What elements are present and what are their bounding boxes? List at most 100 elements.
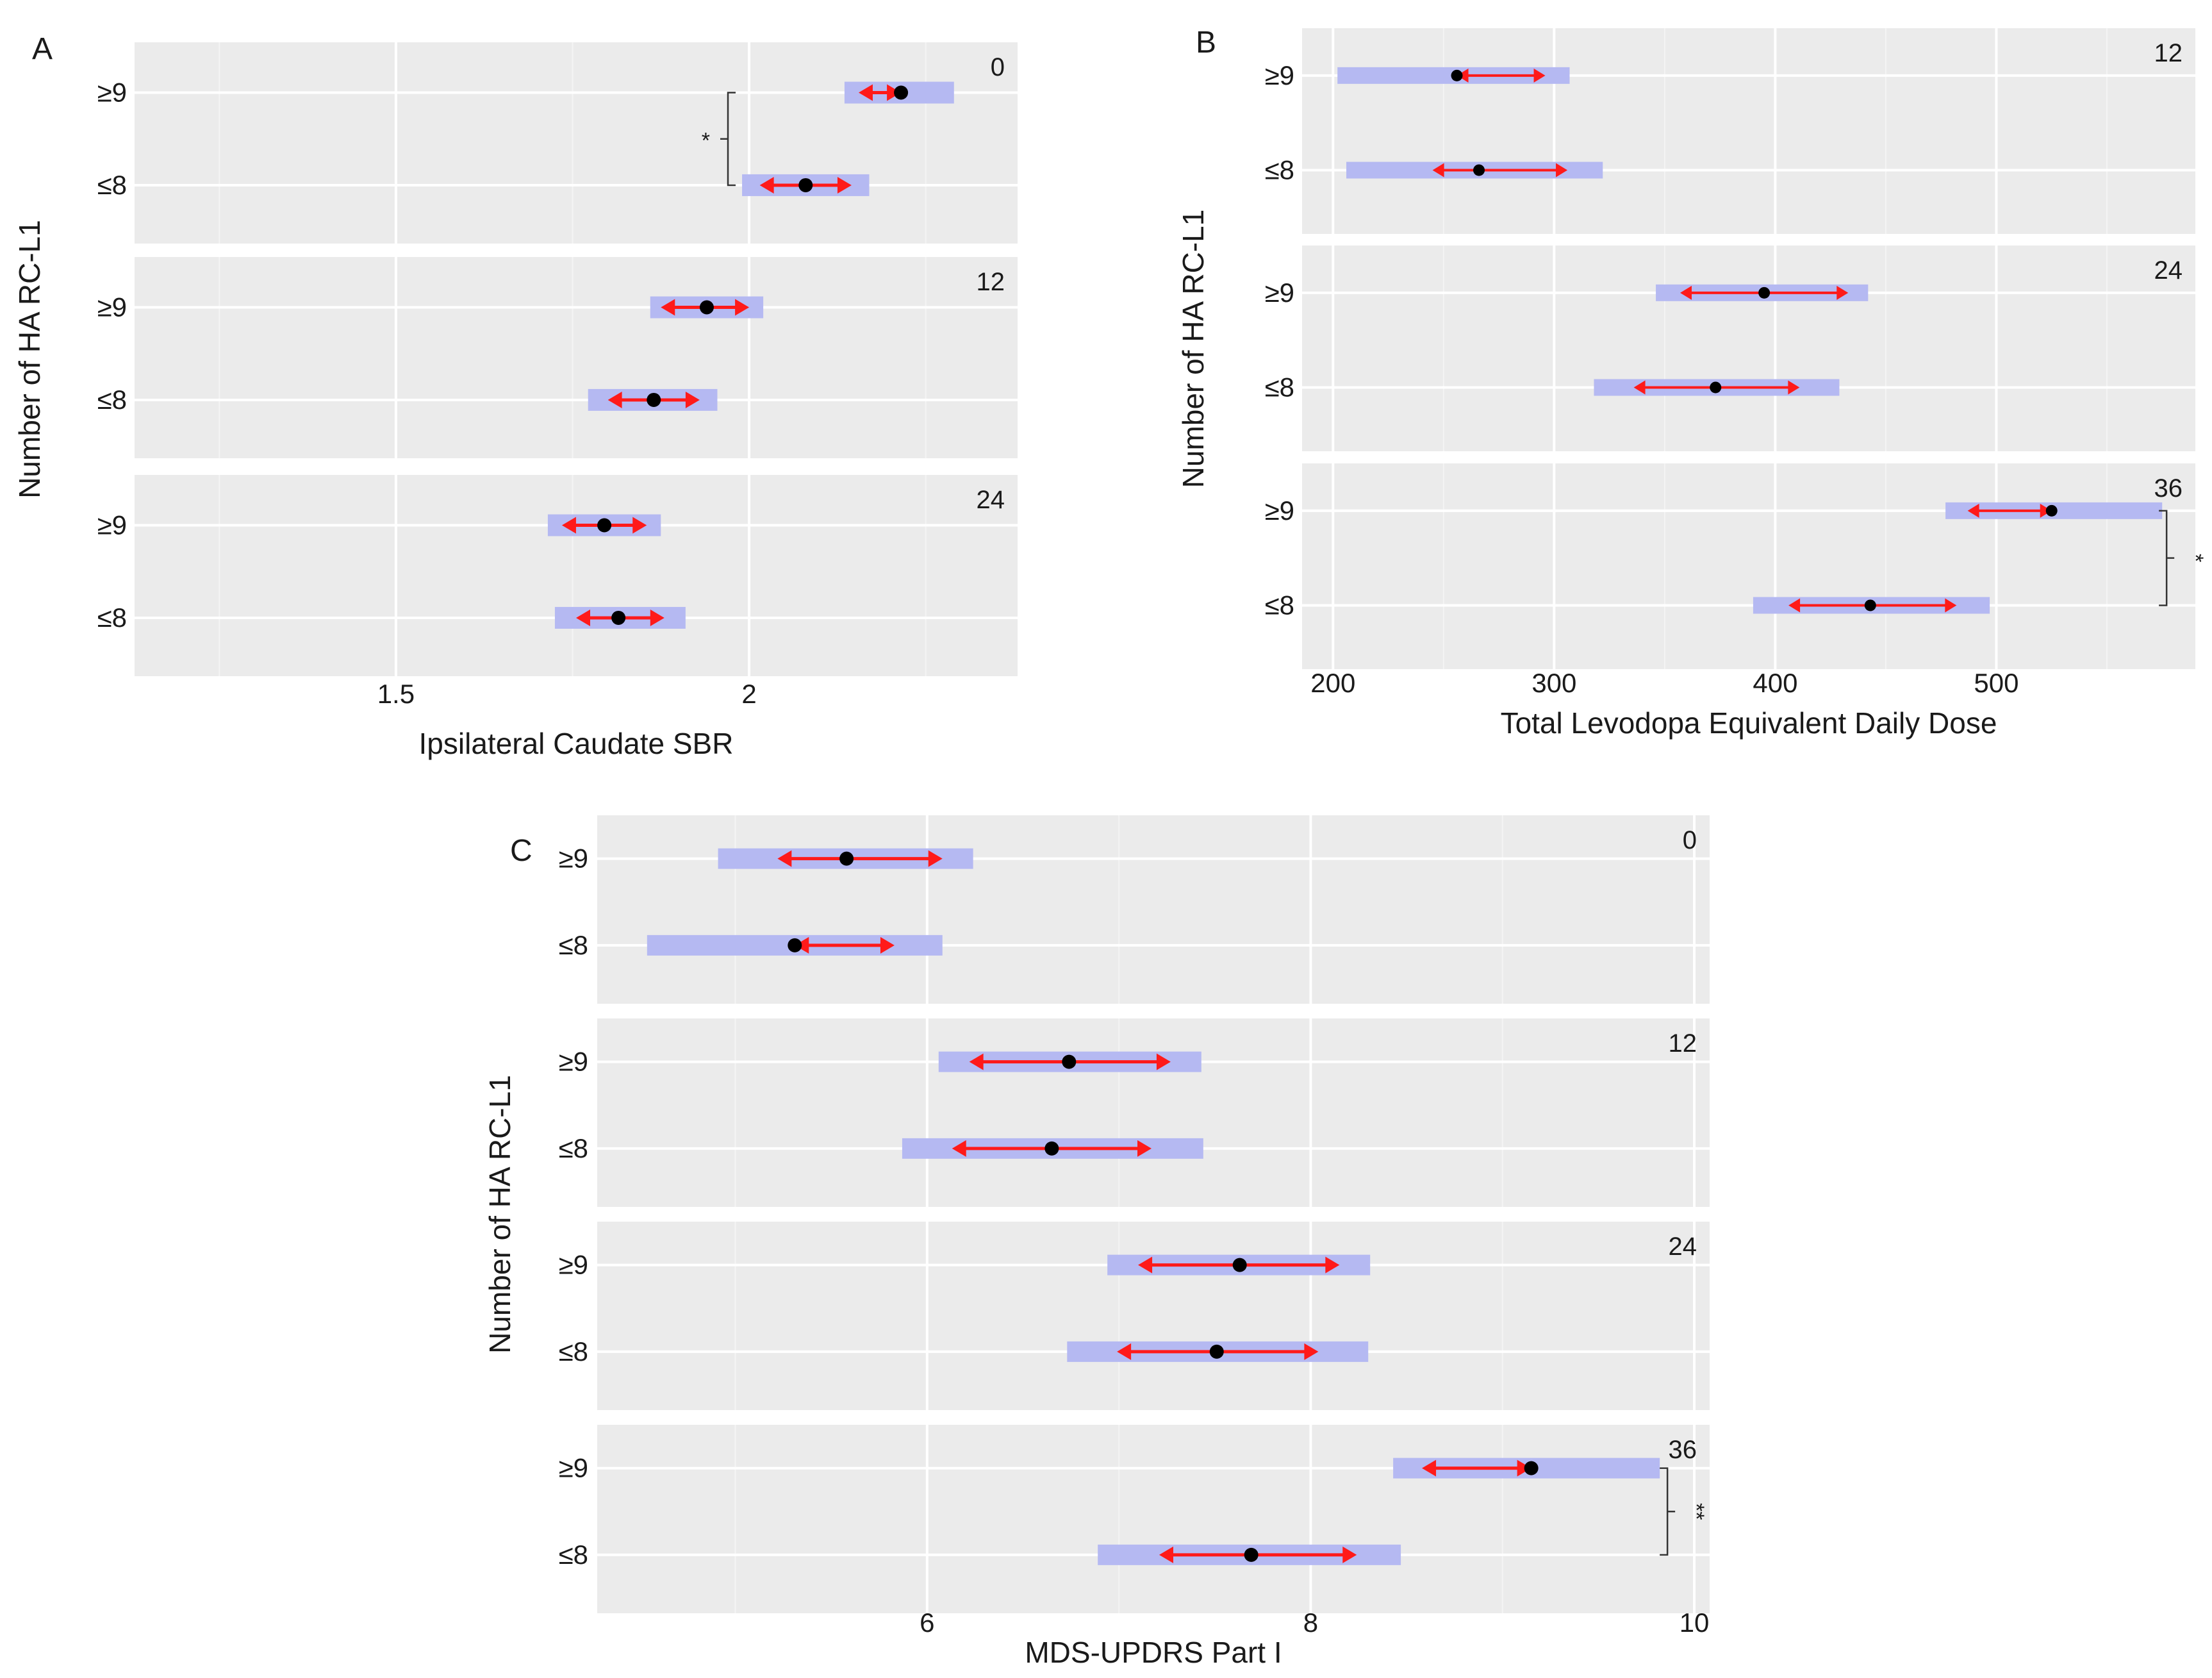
x-tick-label: 300 [1531, 668, 1576, 698]
facet-background [1302, 28, 2195, 234]
category-tick-label: ≤8 [1265, 372, 1294, 402]
bracket-line [2159, 510, 2175, 606]
facet-36: 36 ≥9 ≤8 ** [559, 1425, 1710, 1613]
error-arrow-head-right [1533, 68, 1546, 83]
x-axis-label: Ipsilateral Caudate SBR [419, 727, 734, 760]
facet-label: 0 [1683, 826, 1697, 854]
x-tick-label: 1.5 [377, 679, 415, 709]
facet-background [597, 1425, 1710, 1613]
error-arrow-head-right [632, 517, 647, 534]
category-tick-label: ≥9 [1265, 278, 1294, 308]
x-tick-label: 400 [1753, 668, 1797, 698]
estimate-row [1753, 597, 1990, 614]
category-tick-label: ≤8 [97, 170, 127, 200]
facet-12: 12 ≥9 ≤8 [559, 1018, 1710, 1207]
facet-label: 36 [1669, 1436, 1697, 1464]
error-arrow-head-right [1945, 598, 1957, 613]
category-tick-label: ≤8 [559, 1540, 588, 1570]
category-tick-label: ≥9 [97, 292, 127, 322]
category-tick-label: ≥9 [559, 1250, 588, 1280]
estimate-row [1594, 379, 1840, 396]
error-arrow-head-right [1342, 1546, 1357, 1563]
category-tick-label: ≥9 [559, 1047, 588, 1077]
chart-c: 0 ≥9 ≤8 12 ≥9 ≤8 24 ≥9 ≤8 36 ≥9 ≤8 ** 6 8 10 MDS-UPDRS P… [483, 815, 1710, 1669]
facet-12: 12 ≥9 ≤8 [97, 257, 1018, 458]
error-arrow-head-left [1432, 163, 1444, 178]
bracket-line [1660, 1467, 1676, 1556]
error-arrow-head-right [1836, 285, 1849, 300]
chart-b: 12 ≥9 ≤8 24 ≥9 ≤8 36 ≥9 ≤8 * 200 300 400 500 Total Lev… [1176, 26, 2208, 740]
error-arrow-head-left [661, 299, 675, 316]
facet-24: 24 ≥9 ≤8 [559, 1222, 1710, 1410]
error-arrow-head-left [1967, 503, 1979, 518]
mean-point [894, 85, 909, 100]
facet-label: 24 [2154, 256, 2183, 285]
category-tick-label: ≤8 [559, 1133, 588, 1163]
estimate-row [1656, 284, 1869, 301]
facet-label: 12 [1669, 1029, 1697, 1058]
mean-point [1864, 599, 1876, 611]
error-arrow-head-right [1156, 1053, 1171, 1070]
x-tick-label: 2 [741, 679, 756, 709]
mean-point [1209, 1344, 1224, 1359]
error-arrow-head-left [607, 391, 622, 408]
category-tick-label: ≥9 [559, 1453, 588, 1483]
error-arrow-head-left [858, 84, 873, 101]
category-tick-label: ≤8 [559, 1336, 588, 1366]
significance-bracket: * [702, 92, 736, 187]
category-tick-label: ≥9 [1265, 60, 1294, 90]
panel-label: C [510, 834, 532, 868]
error-arrow-head-right [1304, 1343, 1319, 1360]
facet-background [597, 815, 1710, 1004]
error-arrow-head-left [1788, 598, 1801, 613]
estimate-row [718, 848, 973, 869]
error-arrow-head-left [1633, 380, 1646, 395]
error-arrow-head-right [1325, 1256, 1340, 1274]
mean-point [839, 851, 854, 866]
estimate-row [1346, 162, 1603, 179]
error-arrow-head-right [650, 609, 664, 626]
estimate-row [1098, 1544, 1401, 1565]
y-axis-label: Number of HA RC-L1 [13, 220, 46, 499]
facet-36: 36 ≥9 ≤8 * [1265, 463, 2208, 669]
facet-label: 0 [991, 53, 1005, 81]
mean-point [1244, 1547, 1259, 1562]
error-arrow-head-left [561, 517, 576, 534]
error-arrow-head-left [952, 1140, 966, 1157]
x-tick-label: 8 [1303, 1607, 1318, 1638]
error-arrow-head-left [777, 850, 792, 867]
significance-bracket: * [2159, 510, 2208, 606]
mean-point [1451, 69, 1463, 81]
error-arrow-head-right [928, 850, 943, 867]
category-tick-label: ≥9 [559, 843, 588, 874]
facet-label: 36 [2154, 474, 2183, 503]
error-arrow-head-left [1422, 1459, 1437, 1477]
mean-point [1044, 1141, 1059, 1156]
estimate-row [1067, 1341, 1369, 1362]
estimate-row [1945, 502, 2163, 519]
estimate-row [1393, 1458, 1660, 1479]
facet-24: 24 ≥9 ≤8 [1265, 245, 2195, 451]
x-tick-label: 10 [1680, 1607, 1710, 1638]
error-arrow-head-right [1788, 380, 1800, 395]
y-axis-label: Number of HA RC-L1 [1176, 210, 1210, 488]
estimate-row [650, 296, 764, 319]
error-arrow-head-right [1556, 163, 1568, 178]
error-arrow-head-left [1159, 1546, 1173, 1563]
mean-point [699, 300, 714, 315]
category-tick-label: ≤8 [1265, 154, 1294, 185]
x-axis-label: MDS-UPDRS Part I [1025, 1636, 1282, 1669]
mean-point [611, 610, 626, 625]
mean-point [597, 518, 612, 533]
mean-point [798, 178, 813, 192]
error-arrow-head-left [1117, 1343, 1132, 1360]
category-tick-label: ≥9 [1265, 495, 1294, 526]
x-tick-label: 200 [1310, 668, 1355, 698]
estimate-row [554, 606, 686, 629]
mean-point [1062, 1054, 1077, 1069]
significance-bracket: ** [1660, 1467, 1708, 1556]
x-axis-label: Total Levodopa Equivalent Daily Dose [1501, 706, 1997, 740]
facet-label: 12 [977, 268, 1005, 296]
significance-label: * [702, 129, 710, 153]
